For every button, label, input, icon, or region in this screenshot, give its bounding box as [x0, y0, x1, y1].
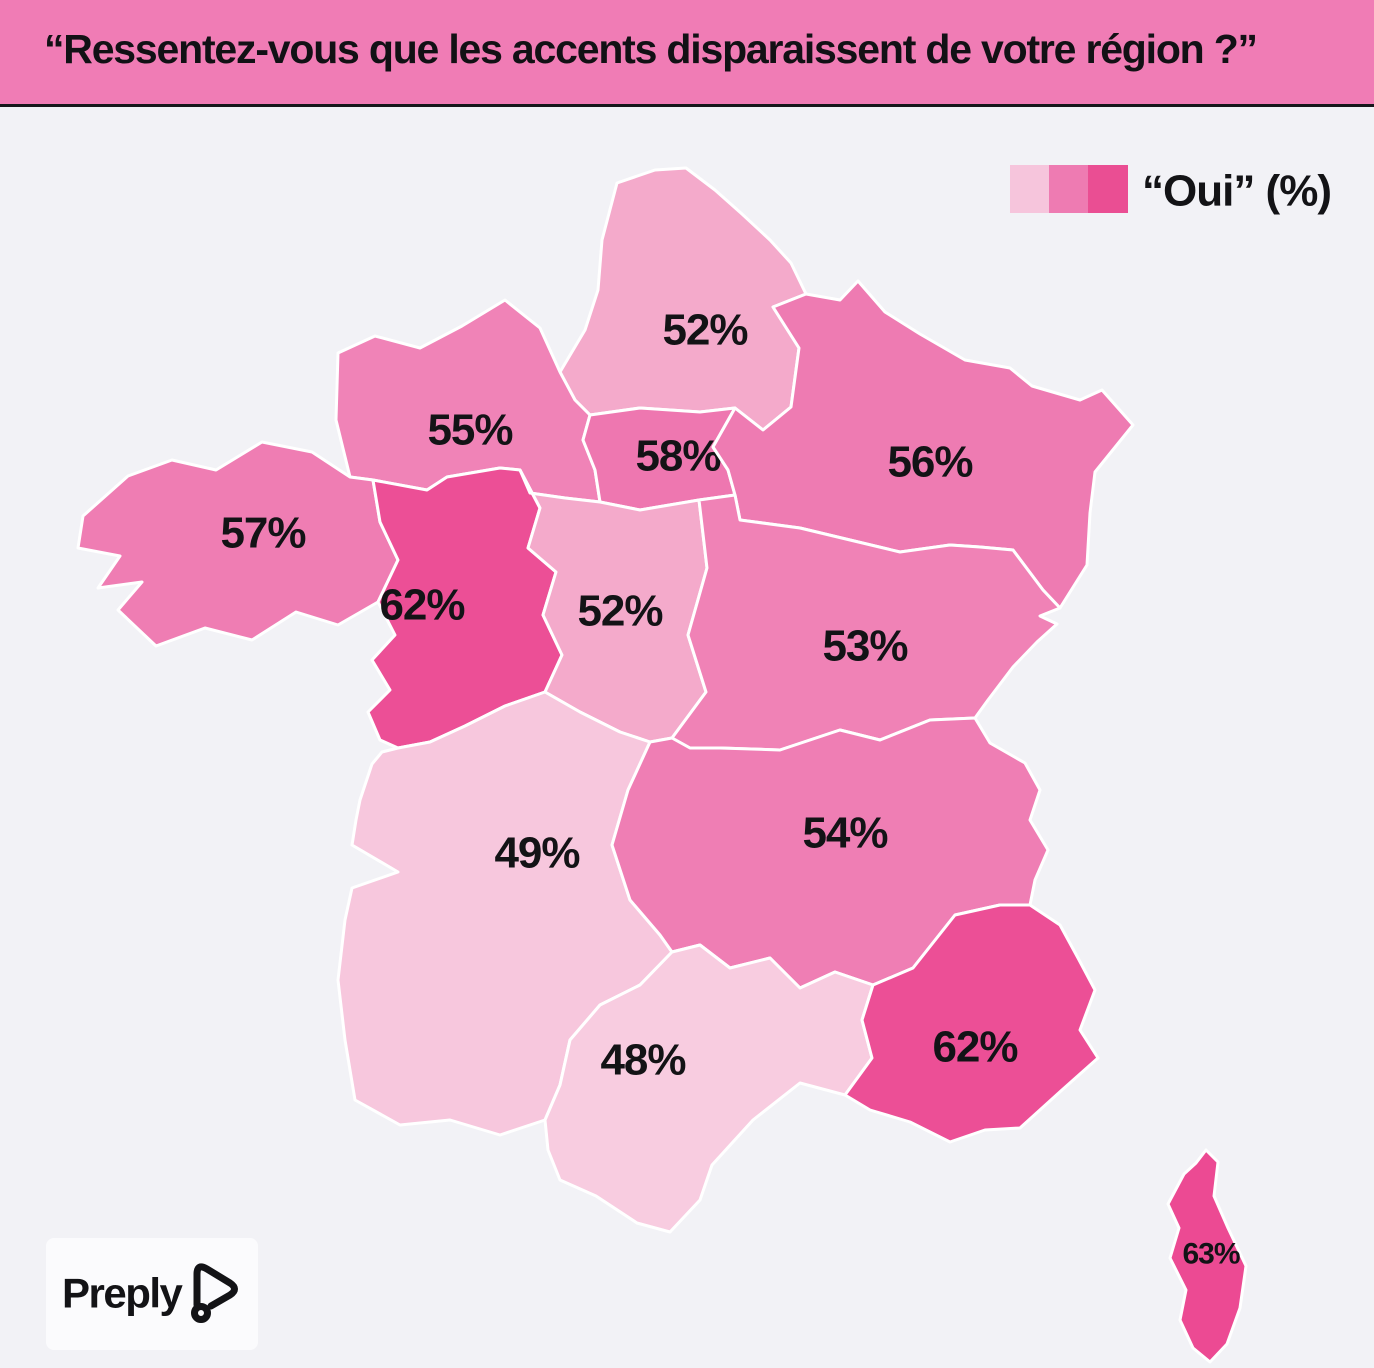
region-corse: 63%: [1166, 1148, 1248, 1364]
legend-swatch-low: [1010, 165, 1049, 213]
svg-text:56%: 56%: [887, 438, 972, 487]
region-auvergne-rhone-alpes: 54%: [610, 716, 1050, 990]
svg-text:62%: 62%: [379, 581, 464, 630]
region-provence-alpes-cote-d-azur: 62%: [843, 903, 1100, 1144]
region-centre-val-de-loire: 52%: [518, 468, 709, 744]
svg-text:52%: 52%: [662, 306, 747, 355]
legend-swatch-mid: [1049, 165, 1088, 213]
svg-text:55%: 55%: [427, 406, 512, 455]
france-choropleth-map: “Oui” (%) 52% 55% 58% 56% 57% 62%: [46, 165, 1332, 1364]
svg-text:49%: 49%: [494, 829, 579, 878]
region-hauts-de-france: 52%: [558, 166, 808, 432]
svg-text:54%: 54%: [802, 809, 887, 858]
svg-text:48%: 48%: [600, 1036, 685, 1085]
region-bourgogne-franche-comte: 53%: [670, 493, 1062, 752]
title-bar: “Ressentez-vous que les accents disparai…: [0, 0, 1374, 107]
brand-logo: Preply: [46, 1238, 258, 1350]
preply-bubble-icon: [191, 1263, 238, 1323]
svg-text:57%: 57%: [220, 509, 305, 558]
region-bretagne: 57%: [76, 440, 400, 648]
region-occitanie: 48%: [543, 943, 875, 1234]
legend: “Oui” (%): [1010, 165, 1332, 216]
svg-text:52%: 52%: [577, 587, 662, 636]
svg-text:53%: 53%: [822, 622, 907, 671]
legend-swatch-high: [1088, 165, 1128, 213]
svg-text:62%: 62%: [932, 1023, 1017, 1072]
brand-wordmark: Preply: [62, 1270, 184, 1317]
svg-text:58%: 58%: [635, 432, 720, 481]
region-grand-est: 56%: [711, 279, 1135, 610]
region-pays-de-la-loire: 62%: [366, 466, 564, 750]
legend-label: “Oui” (%): [1142, 167, 1331, 216]
region-ile-de-france: 58%: [581, 406, 737, 512]
regions-layer: 52% 55% 58% 56% 57% 62% 52% 53%: [76, 166, 1248, 1364]
region-normandie: 55%: [334, 298, 602, 504]
survey-question-title: “Ressentez-vous que les accents disparai…: [44, 26, 1258, 73]
svg-text:63%: 63%: [1182, 1238, 1239, 1271]
